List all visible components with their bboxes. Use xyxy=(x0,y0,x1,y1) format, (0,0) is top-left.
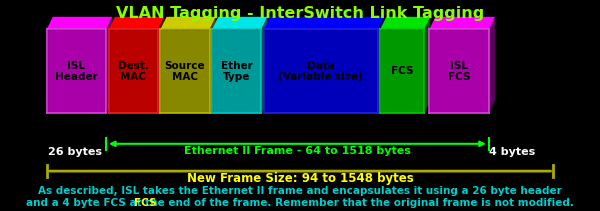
Text: FCS: FCS xyxy=(391,66,413,76)
Text: ISL
Header: ISL Header xyxy=(55,61,98,82)
Text: Data
(Variable size): Data (Variable size) xyxy=(278,61,363,82)
Polygon shape xyxy=(377,17,384,113)
Text: Dest.
MAC: Dest. MAC xyxy=(118,61,149,82)
Polygon shape xyxy=(489,17,495,113)
Polygon shape xyxy=(47,17,112,29)
Text: Ethernet II Frame - 64 to 1518 bytes: Ethernet II Frame - 64 to 1518 bytes xyxy=(184,146,411,156)
Polygon shape xyxy=(106,17,112,113)
Polygon shape xyxy=(212,17,268,29)
Text: 26 bytes: 26 bytes xyxy=(48,147,102,157)
FancyBboxPatch shape xyxy=(160,29,209,113)
Polygon shape xyxy=(261,17,268,113)
FancyBboxPatch shape xyxy=(264,29,377,113)
Text: FCS: FCS xyxy=(134,198,156,208)
FancyBboxPatch shape xyxy=(429,29,489,113)
Text: and a 4 byte FCS at the end of the frame. Remember that the original frame is no: and a 4 byte FCS at the end of the frame… xyxy=(26,198,574,208)
Text: New Frame Size: 94 to 1548 bytes: New Frame Size: 94 to 1548 bytes xyxy=(187,172,413,185)
Polygon shape xyxy=(160,17,216,29)
Text: Ether
Type: Ether Type xyxy=(221,61,253,82)
FancyBboxPatch shape xyxy=(212,29,261,113)
FancyBboxPatch shape xyxy=(47,29,106,113)
Polygon shape xyxy=(209,17,216,113)
Polygon shape xyxy=(158,17,164,113)
Text: Source
MAC: Source MAC xyxy=(164,61,205,82)
Polygon shape xyxy=(109,17,164,29)
Polygon shape xyxy=(429,17,495,29)
Text: 4 bytes: 4 bytes xyxy=(489,147,535,157)
Polygon shape xyxy=(380,17,430,29)
FancyBboxPatch shape xyxy=(380,29,424,113)
Polygon shape xyxy=(264,17,384,29)
Polygon shape xyxy=(424,17,430,113)
Text: As described, ISL takes the Ethernet II frame and encapsulates it using a 26 byt: As described, ISL takes the Ethernet II … xyxy=(38,186,562,196)
FancyBboxPatch shape xyxy=(109,29,158,113)
Text: ISL
FCS: ISL FCS xyxy=(448,61,470,82)
Text: VLAN Tagging - InterSwitch Link Tagging: VLAN Tagging - InterSwitch Link Tagging xyxy=(116,6,484,21)
